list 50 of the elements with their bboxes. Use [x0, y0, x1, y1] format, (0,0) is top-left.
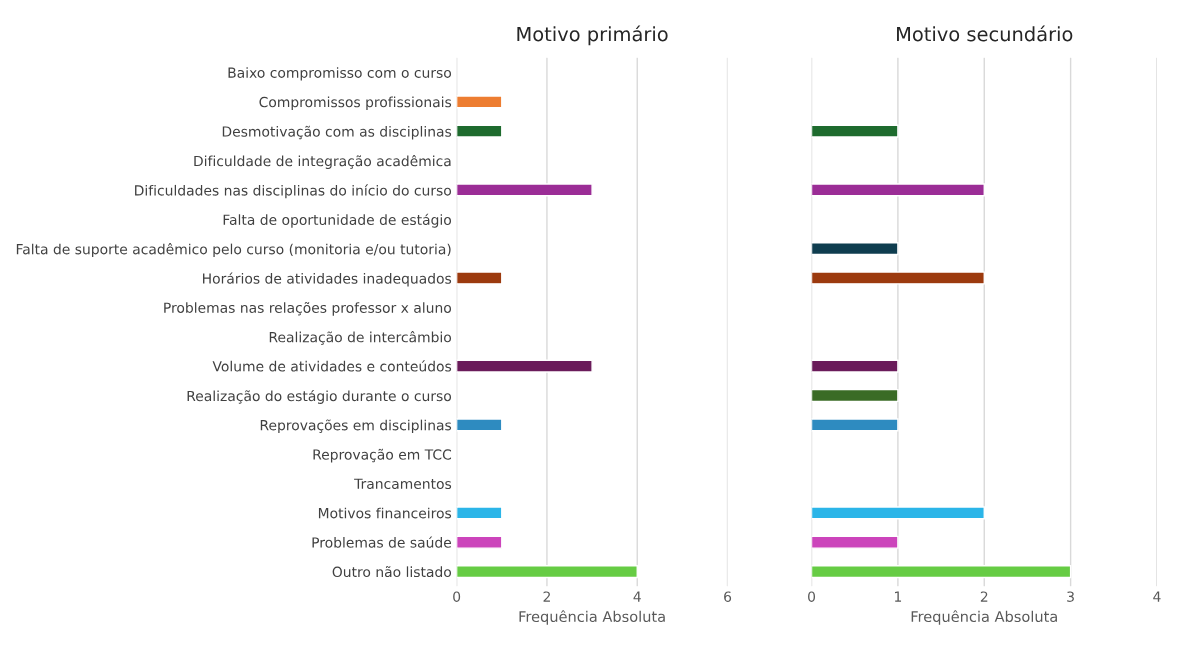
- x-tick-label: 2: [980, 591, 988, 602]
- bar: [811, 359, 899, 373]
- y-tick-label: Compromissos profissionais: [259, 96, 452, 110]
- bar: [811, 242, 899, 256]
- bar: [456, 95, 503, 109]
- y-tick-label: Falta de suporte acadêmico pelo curso (monitoria e/ou tutoria): [16, 243, 451, 258]
- x-axis-title: Frequência Absoluta: [911, 610, 1057, 625]
- bar: [811, 183, 985, 197]
- bar: [456, 271, 503, 285]
- x-tick-label: 3: [1067, 591, 1074, 602]
- y-tick-label: Desmotivação com as disciplinas: [222, 125, 452, 140]
- bar: [811, 565, 1072, 579]
- bar: [811, 418, 899, 432]
- y-tick-label: Realização do estágio durante o curso: [187, 389, 452, 404]
- x-tick-label: 4: [633, 591, 641, 602]
- y-tick-label: Volume de atividades e conteúdos: [212, 360, 452, 372]
- y-tick-label: Reprovação em TCC: [313, 448, 452, 463]
- bar: [811, 124, 899, 138]
- y-tick-label: Dificuldade de integração acadêmica: [194, 154, 451, 169]
- bar: [456, 506, 503, 520]
- bar: [456, 183, 593, 197]
- y-tick-label: Problemas nas relações professor x aluno: [164, 301, 452, 316]
- chart-title: Motivo primário: [517, 25, 668, 46]
- x-axis-title: Frequência Absoluta: [519, 610, 665, 625]
- chart-title: Motivo secundário: [897, 25, 1073, 42]
- bar: [811, 506, 985, 520]
- bar: [456, 359, 593, 373]
- bar: [811, 535, 899, 549]
- x-tick-label: 2: [543, 591, 550, 602]
- y-tick-label: Baixo compromisso com o curso: [228, 67, 452, 81]
- bar: [456, 565, 638, 579]
- x-tick-label: 4: [1153, 591, 1161, 602]
- bar: [456, 418, 503, 432]
- y-tick-label: Motivos financeiros: [318, 507, 452, 519]
- bar: [456, 535, 503, 549]
- y-tick-label: Reprovações em disciplinas: [260, 419, 452, 434]
- x-tick-label: 6: [724, 591, 732, 602]
- y-tick-label: Horários de atividades inadequados: [203, 272, 452, 287]
- x-tick-label: 1: [895, 591, 902, 602]
- bar: [811, 388, 899, 403]
- y-tick-label: Dificuldades nas disciplinas do início do curso: [135, 184, 452, 199]
- x-tick-label: 0: [453, 591, 461, 602]
- y-tick-label: Falta de oportunidade de estágio: [223, 213, 452, 228]
- x-tick-label: 0: [808, 591, 816, 602]
- y-tick-label: Problemas de saúde: [312, 536, 452, 548]
- y-tick-label: Outro não listado: [332, 566, 452, 578]
- bar: [811, 271, 985, 285]
- y-tick-label: Realização de intercâmbio: [269, 331, 452, 345]
- bar: [456, 124, 503, 138]
- y-tick-label: Trancamentos: [354, 478, 452, 490]
